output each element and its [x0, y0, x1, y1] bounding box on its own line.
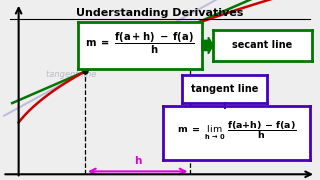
Polygon shape	[201, 37, 213, 54]
Text: $\mathbf{m\ =\ \lim_{h\ \to\ 0}\ \dfrac{f(a + h)\ -\ f(a)}{h}}$: $\mathbf{m\ =\ \lim_{h\ \to\ 0}\ \dfrac{…	[177, 119, 297, 142]
Text: Understanding Derivatives: Understanding Derivatives	[76, 8, 244, 18]
Text: secant line: secant line	[232, 40, 292, 50]
Text: tangent line: tangent line	[191, 84, 259, 94]
Text: h: h	[134, 156, 141, 166]
Text: $\mathbf{m\ =\ \dfrac{f(a + h)\ -\ f(a)}{h}}$: $\mathbf{m\ =\ \dfrac{f(a + h)\ -\ f(a)}…	[85, 30, 195, 56]
Text: tangent line: tangent line	[46, 70, 97, 79]
Text: a: a	[134, 178, 141, 180]
